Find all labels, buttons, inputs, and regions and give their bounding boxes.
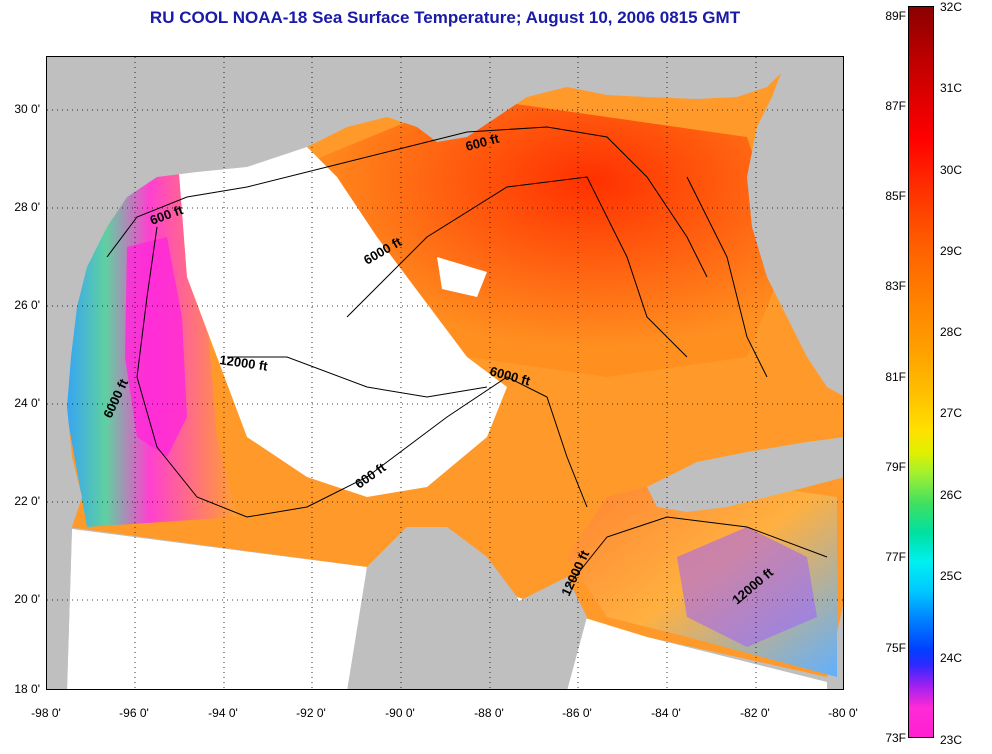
colorbar-label-c: 28C [940,325,963,339]
colorbar-label-c: 25C [940,569,963,583]
contour-600ft-east [686,176,768,378]
colorbar-label-c: 24C [940,651,963,665]
x-tick: -80 0' [828,706,858,720]
colorbar-label-f: 85F [885,189,906,203]
cool-patch-caribbean [677,527,817,647]
x-tick: -98 0' [31,706,61,720]
y-tick: 28 0' [14,200,40,214]
land-cuba [647,437,843,512]
land-florida [747,57,843,396]
colorbar-label-f: 79F [885,460,906,474]
cloud-mask-central [177,127,507,497]
contour-6000ft-east [346,176,688,358]
colorbar-label-f: 89F [885,9,906,23]
colorbar-label-c: 27C [940,406,963,420]
y-tick: 24 0' [14,396,40,410]
land-central-america [517,577,587,689]
colorbar-label-c: 23C [940,733,963,747]
land-yucatan [347,527,537,689]
colorbar-label-c: 26C [940,488,963,502]
temperature-colorbar [908,6,934,738]
map-title: RU COOL NOAA-18 Sea Surface Temperature;… [149,8,741,27]
y-tick: 20 0' [14,592,40,606]
y-tick: 26 0' [14,298,40,312]
graticule [47,57,843,689]
colorbar-label-f: 75F [885,641,906,655]
x-tick: -96 0' [119,706,149,720]
contour-600ft [106,126,708,278]
y-tick: 22 0' [14,494,40,508]
x-tick: -86 0' [562,706,592,720]
colorbar-label-f: 73F [885,731,906,745]
land-us-gulf-coast [47,57,787,689]
sst-map-canvas: 600 ft 600 ft 6000 ft 12000 ft 6000 ft 6… [47,57,843,689]
colorbar-label-c: 31C [940,81,963,95]
bathymetry-contours [106,126,828,588]
colorbar-label-c: 30C [940,163,963,177]
cloud-mask-yucatan [67,529,367,689]
x-tick: -92 0' [296,706,326,720]
colorbar-label-f: 77F [885,550,906,564]
sst-map: 600 ft 600 ft 6000 ft 12000 ft 6000 ft 6… [46,56,844,690]
y-tick: 30 0' [14,102,40,116]
colorbar-label-f: 81F [885,370,906,384]
contour-12000ft [227,356,488,398]
colorbar-label-f: 87F [885,99,906,113]
cloud-mask-patch [437,257,487,297]
contour-6000ft [136,226,588,518]
x-tick: -82 0' [740,706,770,720]
x-tick: -94 0' [208,706,238,720]
x-tick: -84 0' [651,706,681,720]
cool-patch-west [125,237,187,457]
x-tick: -90 0' [385,706,415,720]
colorbar-label-f: 83F [885,279,906,293]
x-tick: -88 0' [474,706,504,720]
colorbar-label-c: 32C [940,0,963,14]
colorbar-label-c: 29C [940,244,963,258]
y-tick: 18 0' [14,682,40,696]
contour-label: 12000 ft [219,352,270,374]
